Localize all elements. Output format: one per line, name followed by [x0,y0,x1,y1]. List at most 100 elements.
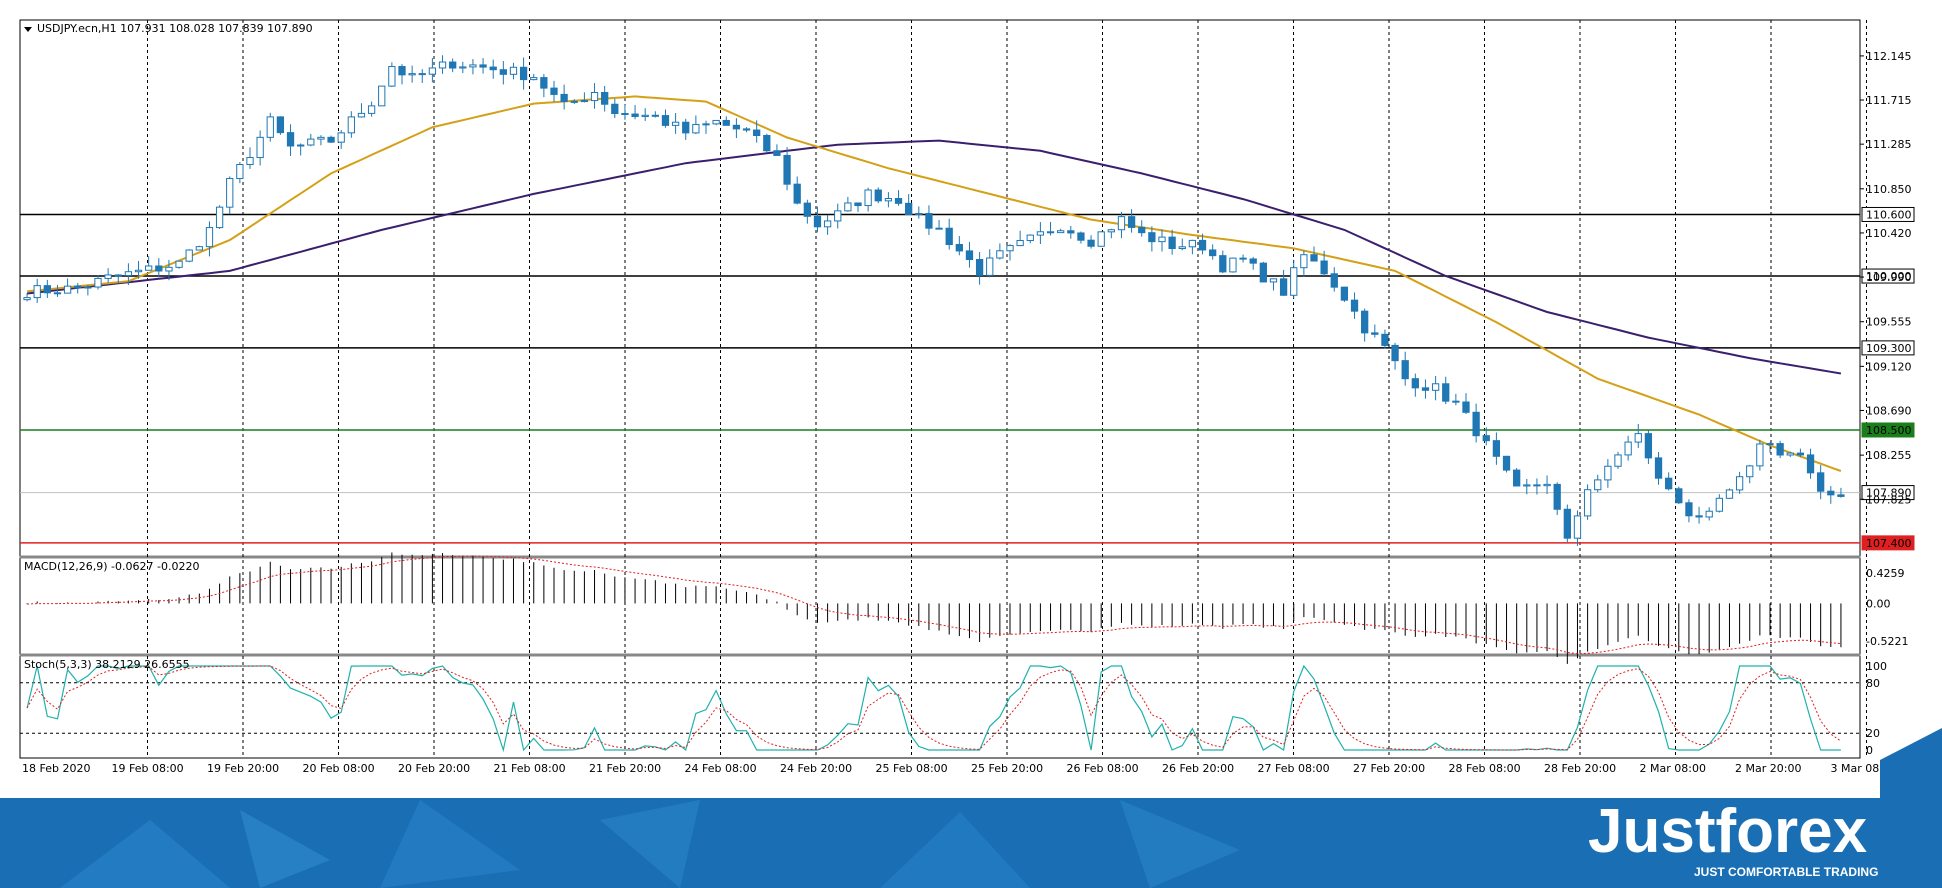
time-axis-label: 20 Feb 08:00 [303,762,375,775]
candle-body [671,121,680,126]
candle-body [905,202,913,216]
candle-body [925,212,933,229]
candle-body [1188,239,1197,248]
time-axis-label: 27 Feb 20:00 [1353,762,1425,775]
candle-body [459,66,467,69]
candle-body [935,227,943,230]
candle-body [327,136,335,143]
candle-body [114,274,122,277]
candle-body [499,69,507,75]
candle-body [1573,515,1582,539]
candle-body [550,87,558,95]
level-tag [1861,535,1915,551]
candle-body [965,250,974,261]
candle-body [1756,443,1764,467]
candle-body [256,136,264,159]
price-tick-label: 109.990 [1866,271,1912,284]
candle-body [530,77,538,81]
candle-body [94,277,102,288]
stoch-tick-label: 100 [1866,660,1887,673]
candle-body [1229,257,1237,273]
candle-body [1644,433,1653,459]
level-price-label: 107.400 [1866,537,1912,550]
time-axis-label: 21 Feb 20:00 [589,762,661,775]
candle-body [205,227,214,248]
time-axis-label: 2 Mar 20:00 [1735,762,1801,775]
candle-body [509,66,518,75]
time-axis-label: 28 Feb 20:00 [1544,762,1616,775]
candle-body [1057,230,1065,234]
candle-body [996,250,1004,259]
candle-body [986,257,994,276]
candle-body [803,202,811,217]
candle-body [823,220,832,228]
price-tick-label: 109.555 [1866,316,1912,329]
candle-body [1198,239,1207,251]
candle-body [155,265,163,272]
candle-body [945,227,953,246]
candle-body [479,64,487,68]
candle-body [753,129,761,137]
brand-logo: Justforex [1588,797,1868,866]
candle-body [124,271,133,277]
candle-body [1675,488,1683,504]
collapse-triangle-icon[interactable] [24,27,32,32]
candle-body [631,113,639,117]
current-price-tag [1861,485,1915,501]
candle-body [165,266,173,272]
candle-body [1513,469,1521,487]
candle-body [1209,249,1217,257]
time-axis-label: 26 Feb 20:00 [1162,762,1234,775]
stoch-header: Stoch(5,3,3) 38.2129 26.6555 [24,658,190,671]
time-axis-label: 26 Feb 08:00 [1067,762,1139,775]
candle-body [408,73,416,76]
candle-body [1168,236,1176,250]
candle-body [1148,232,1156,243]
candle-body [1634,433,1642,443]
candle-body [864,189,872,207]
candle-body [601,91,609,105]
candle-body [1097,231,1105,247]
time-axis-label: 24 Feb 20:00 [780,762,852,775]
time-axis-label: 27 Feb 08:00 [1258,762,1330,775]
candle-body [1563,508,1571,539]
macd-tick-label: 0.00 [1866,597,1891,610]
candle-body [560,93,568,102]
candle-body [1583,489,1592,517]
candle-body [1543,483,1551,487]
time-axis-label: 18 Feb 2020 [22,762,90,775]
candle-body [621,113,629,116]
candle-body [1036,231,1045,236]
candle-body [519,66,528,81]
moving-average-slow [26,139,1842,375]
candle-body [1766,443,1774,446]
main-price-panel [19,19,1861,557]
time-axis-label: 28 Feb 08:00 [1449,762,1521,775]
candle-body [702,123,710,126]
stoch-tick-label: 0 [1866,744,1873,757]
candle-body [1067,230,1075,234]
candle-body [793,183,801,204]
candle-body [1492,440,1501,457]
candle-body [84,286,92,289]
candle-body [307,138,315,146]
macd-tick-label: 0.4259 [1866,567,1905,580]
candle-body [1442,383,1450,402]
candle-body [347,116,355,134]
candle-body [1624,441,1632,456]
price-tick-label: 111.285 [1866,138,1912,151]
candle-body [1817,472,1825,492]
candle-body [1806,454,1815,474]
candle-body [1259,262,1267,283]
candle-body [367,105,376,114]
time-axis-label: 2 Mar 08:00 [1640,762,1706,775]
level-tag [1861,268,1915,284]
time-axis-label: 19 Feb 08:00 [112,762,184,775]
candle-body [1452,400,1460,403]
candle-body [1533,484,1541,487]
candle-body [722,119,730,126]
time-axis-label: 19 Feb 20:00 [207,762,279,775]
candle-body [813,215,822,228]
candle-body [1725,489,1734,499]
level-price-label: 108.500 [1866,424,1912,437]
